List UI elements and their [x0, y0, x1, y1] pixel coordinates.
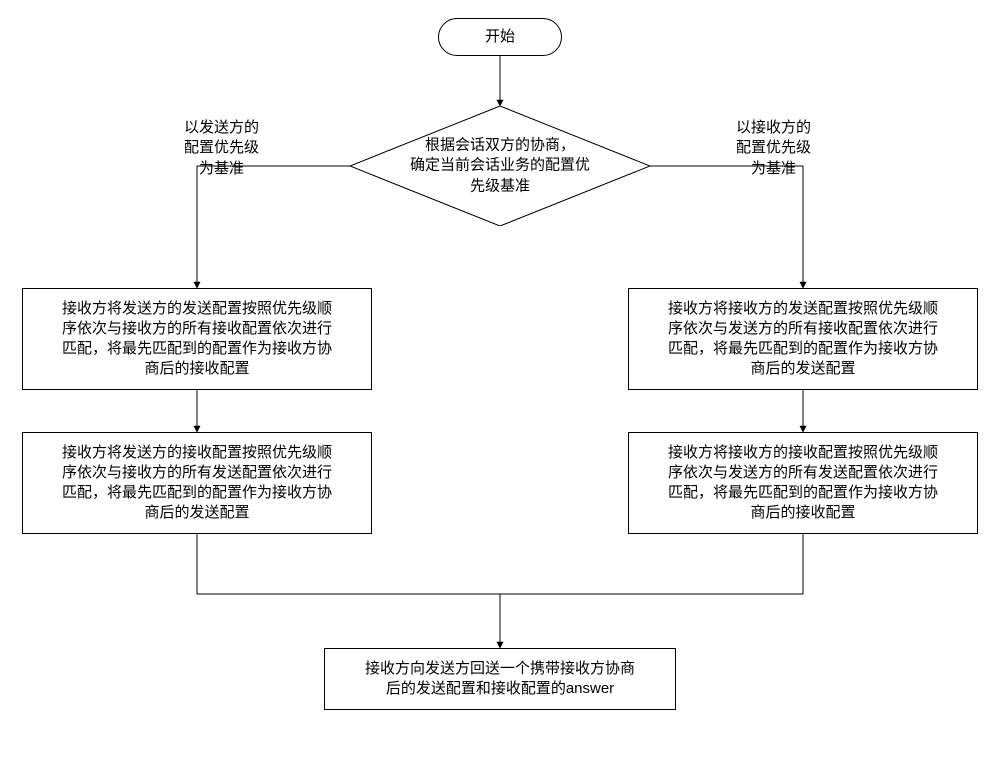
decision-text: 根据会话双方的协商， 确定当前会话业务的配置优 先级基准: [410, 136, 590, 197]
flow-step-left-2: 接收方将发送方的接收配置按照优先级顺 序依次与接收方的所有发送配置依次进行 匹配…: [22, 432, 372, 534]
flow-step-final: 接收方向发送方回送一个携带接收方协商 后的发送配置和接收配置的answer: [324, 648, 676, 710]
flow-step-right-1: 接收方将接收方的发送配置按照优先级顺 序依次与发送方的所有接收配置依次进行 匹配…: [628, 288, 978, 390]
flow-step-right-2: 接收方将接收方的接收配置按照优先级顺 序依次与发送方的所有发送配置依次进行 匹配…: [628, 432, 978, 534]
branch-label-left: 以发送方的 配置优先级 为基准: [184, 118, 259, 179]
flow-start-node: 开始: [438, 18, 562, 56]
flow-step-left-1: 接收方将发送方的发送配置按照优先级顺 序依次与接收方的所有接收配置依次进行 匹配…: [22, 288, 372, 390]
flow-decision-node: 根据会话双方的协商， 确定当前会话业务的配置优 先级基准: [350, 106, 650, 226]
branch-label-right: 以接收方的 配置优先级 为基准: [736, 118, 811, 179]
